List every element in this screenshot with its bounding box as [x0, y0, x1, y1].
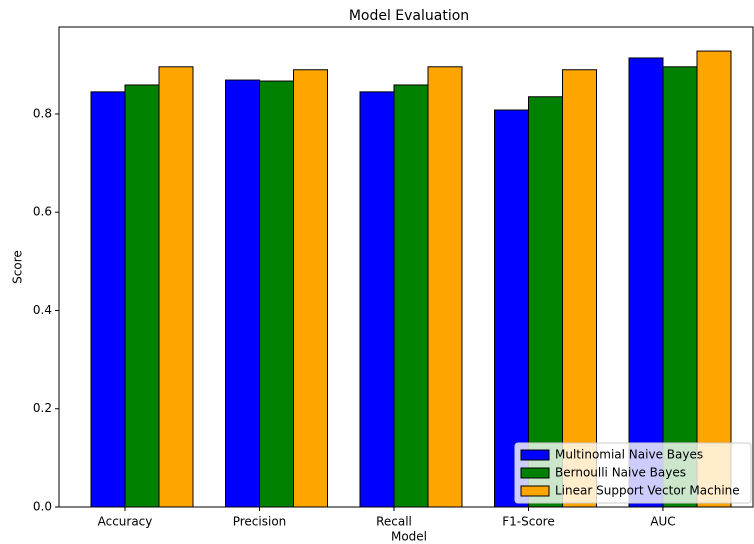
bar: [628, 57, 664, 508]
legend-label: Multinomial Naive Bayes: [555, 448, 703, 462]
legend-box: [514, 442, 752, 504]
legend-swatch: [520, 485, 550, 497]
bar: [293, 69, 328, 508]
y-tick-label: 0.6: [33, 205, 52, 219]
x-tick-label: Accuracy: [98, 515, 153, 529]
y-tick-label: 0.0: [33, 500, 52, 514]
legend-label: Bernoulli Naive Bayes: [555, 466, 686, 480]
chart-title: Model Evaluation: [349, 8, 469, 24]
x-tick-label: Recall: [376, 515, 412, 529]
legend-swatch: [520, 449, 550, 461]
y-tick-label: 0.2: [33, 401, 52, 415]
y-axis-label: Score: [11, 250, 25, 284]
bar: [427, 66, 463, 508]
bar: [259, 80, 294, 508]
bar: [393, 84, 429, 508]
bar: [359, 91, 395, 508]
x-tick-label: F1-Score: [502, 515, 554, 529]
plot-frame: [58, 26, 754, 508]
bar: [696, 50, 732, 508]
bar: [562, 69, 597, 508]
y-tick-label: 0.4: [33, 303, 52, 317]
legend-label: Linear Support Vector Machine: [555, 484, 740, 498]
y-tick-label: 0.8: [33, 106, 52, 120]
x-axis-label: Model: [391, 530, 427, 544]
x-tick-label: Precision: [233, 515, 287, 529]
legend-swatch: [520, 467, 550, 479]
x-tick-label: AUC: [650, 515, 675, 529]
bar: [124, 84, 160, 508]
legend: Multinomial Naive Bayes Bernoulli Naive B…: [514, 442, 752, 504]
bar: [662, 66, 698, 508]
bar: [225, 79, 260, 508]
bar: [90, 91, 126, 508]
bar: [158, 66, 194, 508]
